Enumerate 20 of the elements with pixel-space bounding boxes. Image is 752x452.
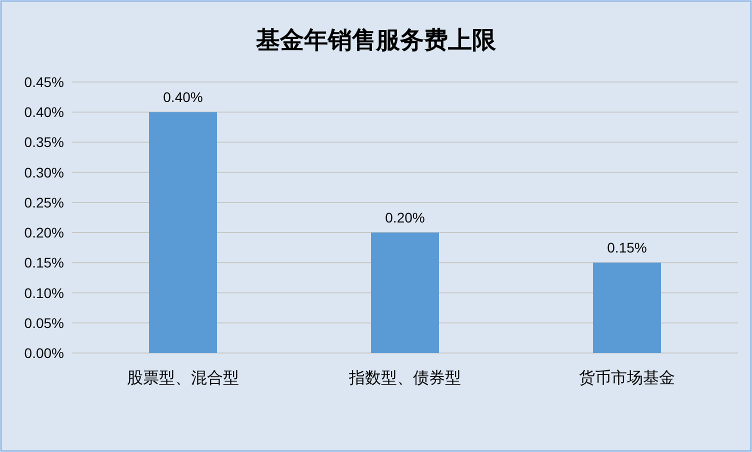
y-tick-label: 0.00% xyxy=(24,345,64,361)
x-tick-label: 股票型、混合型 xyxy=(127,369,239,387)
y-tick-label: 0.35% xyxy=(24,134,64,150)
data-label: 0.40% xyxy=(163,89,203,106)
y-tick-label: 0.20% xyxy=(24,224,64,241)
y-tick-label: 0.05% xyxy=(24,314,64,331)
y-tick-label: 0.45% xyxy=(24,74,64,90)
x-tick-label: 货币市场基金 xyxy=(579,369,675,387)
chart-title: 基金年销售服务费上限 xyxy=(255,27,497,54)
y-tick-label: 0.15% xyxy=(24,254,64,271)
x-tick-label: 指数型、债券型 xyxy=(348,369,461,387)
data-label: 0.15% xyxy=(607,240,647,256)
data-label: 0.20% xyxy=(385,210,425,226)
y-tick-label: 0.30% xyxy=(24,164,64,180)
y-tick-label: 0.25% xyxy=(24,194,64,210)
y-tick-label: 0.40% xyxy=(24,104,64,120)
bar xyxy=(371,232,439,353)
bar xyxy=(149,112,217,353)
y-tick-label: 0.10% xyxy=(24,284,64,301)
bar xyxy=(593,262,661,353)
